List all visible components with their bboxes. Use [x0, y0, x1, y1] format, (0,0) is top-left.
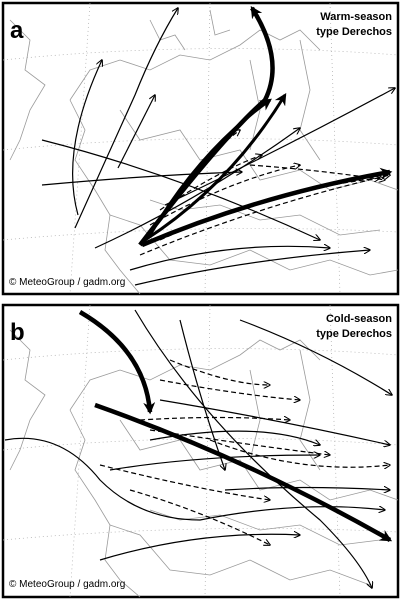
credit: © MeteoGroup / gadm.org — [9, 579, 125, 590]
panel-a: a Warm-season type Derechos © MeteoGroup… — [1, 1, 400, 296]
panel-title: Cold-season — [326, 313, 392, 325]
panel-title: Warm-season — [320, 11, 392, 23]
panel-title: type Derechos — [316, 328, 392, 340]
panel-label: b — [10, 319, 25, 346]
derecho-tracks — [4, 309, 392, 588]
panel-b: b Cold-season type Derechos © MeteoGroup… — [1, 303, 400, 599]
panel-title: type Derechos — [316, 26, 392, 38]
panel-label: a — [10, 17, 24, 44]
derecho-tracks — [41, 5, 395, 286]
credit: © MeteoGroup / gadm.org — [9, 277, 125, 288]
panel-border — [1, 1, 400, 296]
